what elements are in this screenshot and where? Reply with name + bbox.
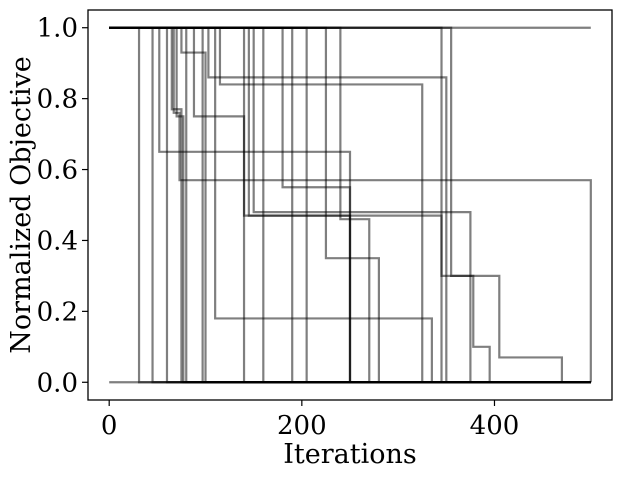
y-tick-label: 0.0: [37, 368, 78, 398]
y-tick-label: 0.6: [37, 156, 78, 186]
y-tick-label: 0.8: [37, 85, 78, 115]
y-tick-label: 0.2: [37, 297, 78, 327]
x-axis: 0 200 400: [101, 400, 519, 441]
y-axis: 0.0 0.2 0.4 0.6 0.8 1.0: [37, 14, 88, 398]
y-axis-label: Normalized Objective: [6, 56, 37, 353]
series-line-25: [109, 26, 591, 384]
y-tick-label: 0.4: [37, 226, 78, 256]
series-line-24: [109, 26, 591, 384]
y-tick-label: 1.0: [37, 14, 78, 44]
x-axis-label: Iterations: [283, 439, 416, 470]
series-layer: [109, 26, 592, 384]
x-tick-label: 0: [101, 411, 118, 441]
plot-frame: [87, 9, 613, 401]
x-tick-label: 400: [470, 411, 520, 441]
x-tick-label: 200: [277, 411, 327, 441]
